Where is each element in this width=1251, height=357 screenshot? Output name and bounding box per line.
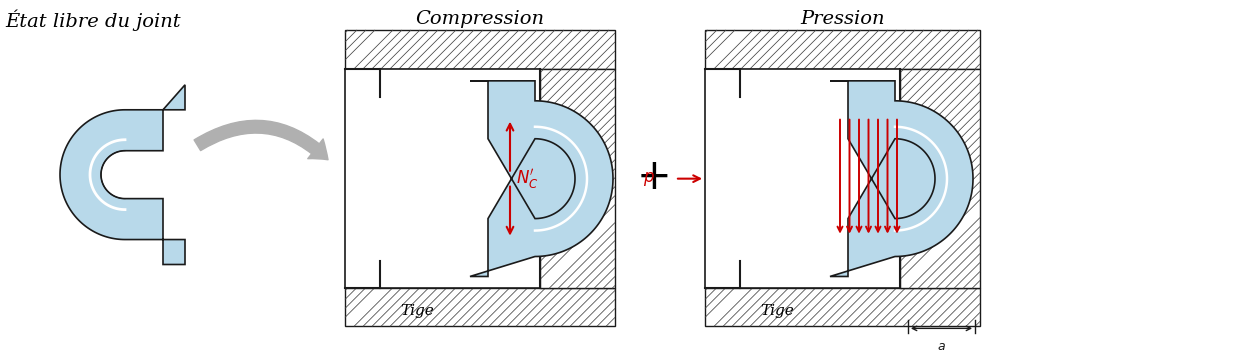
Text: Tige: Tige	[400, 305, 434, 318]
Bar	[540, 69, 615, 288]
Bar	[706, 30, 980, 69]
Polygon shape	[60, 85, 185, 265]
Text: État libre du joint: État libre du joint	[5, 10, 180, 31]
Text: $+$: $+$	[636, 156, 668, 198]
Text: Tige: Tige	[761, 305, 793, 318]
Bar	[345, 288, 615, 326]
Bar	[706, 69, 899, 288]
Polygon shape	[829, 81, 973, 276]
Text: Pression: Pression	[801, 10, 884, 28]
Text: Compression: Compression	[415, 10, 544, 28]
Bar	[345, 69, 540, 288]
Bar	[345, 30, 615, 69]
FancyArrowPatch shape	[194, 120, 328, 160]
Bar	[899, 69, 980, 288]
Text: $p$: $p$	[643, 170, 656, 188]
Polygon shape	[470, 81, 613, 276]
Bar	[706, 288, 980, 326]
Text: $N_C'$: $N_C'$	[515, 167, 538, 191]
Text: $a$: $a$	[937, 340, 946, 353]
